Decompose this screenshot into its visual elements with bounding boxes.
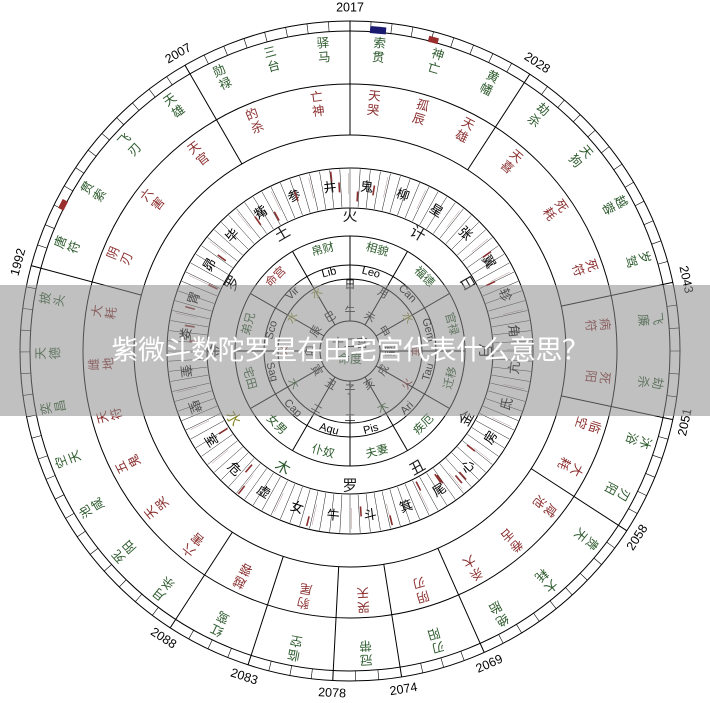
svg-text:尾: 尾 (299, 581, 314, 597)
svg-text:2078: 2078 (318, 685, 347, 700)
svg-text:哭: 哭 (356, 599, 370, 614)
svg-text:带: 带 (359, 638, 372, 653)
svg-text:驿: 驿 (316, 36, 330, 51)
svg-text:井: 井 (323, 179, 338, 195)
svg-text:贯: 贯 (371, 50, 385, 65)
svg-text:马: 马 (317, 50, 331, 65)
svg-text:鬼: 鬼 (360, 179, 374, 195)
svg-text:空: 空 (289, 633, 304, 649)
svg-text:火: 火 (342, 208, 357, 225)
svg-text:冠: 冠 (359, 652, 373, 667)
svg-text:亡: 亡 (309, 89, 323, 105)
svg-text:斗: 斗 (363, 507, 378, 523)
svg-text:天: 天 (356, 585, 370, 600)
svg-text:紫微斗数陀罗星在田宅宫代表什么意思？: 紫微斗数陀罗星在田宅宫代表什么意思？ (112, 336, 589, 366)
svg-text:2017: 2017 (336, 0, 364, 14)
svg-text:神: 神 (311, 104, 325, 120)
svg-text:索: 索 (373, 36, 387, 51)
svg-text:罗: 罗 (342, 478, 357, 495)
svg-text:哭: 哭 (366, 103, 380, 118)
svg-text:牛: 牛 (326, 507, 340, 523)
svg-text:天: 天 (368, 89, 382, 104)
